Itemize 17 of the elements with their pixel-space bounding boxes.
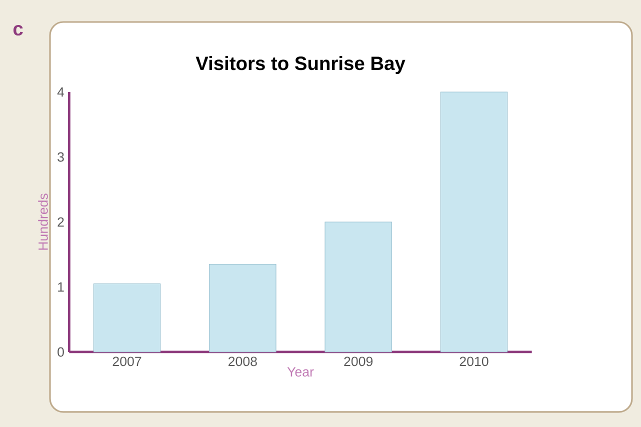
bar — [440, 92, 508, 352]
bar — [209, 264, 276, 352]
y-tick-label: 4 — [57, 87, 64, 97]
y-tick-label: 1 — [58, 282, 64, 292]
text: c — [13, 25, 23, 36]
x-tick-label: 2010 — [460, 356, 488, 366]
y-tick-label: 3 — [58, 152, 64, 162]
bar — [93, 283, 161, 352]
chart-title: Visitors to Sunrise Bay — [196, 56, 406, 74]
y-tick-label: 0 — [58, 347, 64, 357]
x-tick-label: 2009 — [344, 356, 373, 366]
y-tick-label: 2 — [58, 217, 64, 227]
x-axis-title: Year — [287, 367, 314, 377]
y-axis-title: Hundreds — [38, 194, 48, 250]
bar — [324, 222, 392, 352]
x-tick-label: 2007 — [112, 356, 142, 366]
x-tick-label: 2008 — [228, 356, 257, 366]
